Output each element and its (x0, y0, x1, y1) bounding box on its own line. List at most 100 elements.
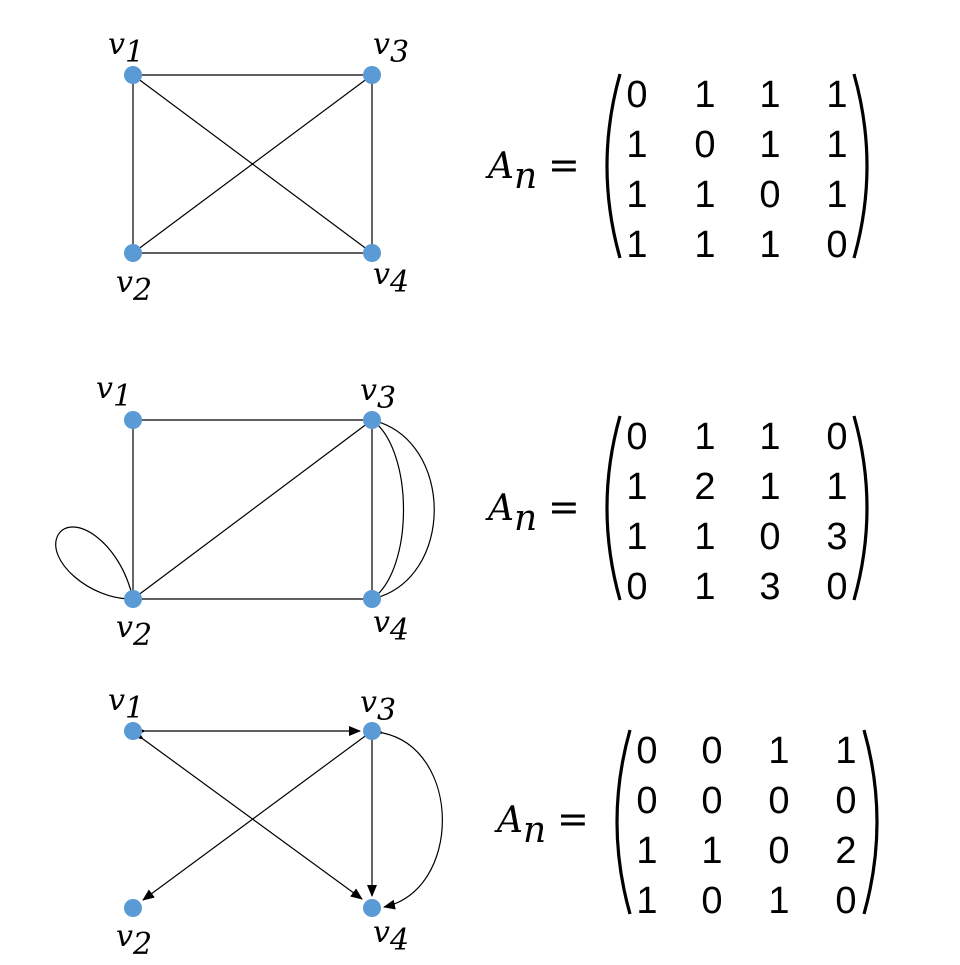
matrix-1-cell: 1 (759, 224, 780, 266)
vertex-v4 (363, 899, 381, 917)
matrix-2-cell: 2 (694, 466, 715, 508)
matrix-3-cells: 0 0 1 1 0 0 0 0 1 1 0 2 1 0 1 0 (636, 730, 856, 922)
graph-3-labels: v1 v2 v3 v4 (108, 683, 409, 962)
matrix-3-cell: 1 (768, 880, 789, 922)
matrix-2-cell: 1 (759, 416, 780, 458)
vertex-v3 (363, 66, 381, 84)
matrix-1-cell: 1 (826, 124, 847, 166)
matrix-1-equals: = (548, 143, 580, 187)
vertex-label-v1: v1 (108, 683, 144, 726)
matrix-2-cell: 1 (826, 466, 847, 508)
matrix-1-cell: 1 (626, 174, 647, 216)
vertex-label-v2: v2 (116, 610, 152, 653)
matrix-3-left-paren (615, 729, 632, 915)
matrix-2-cell: 1 (626, 466, 647, 508)
matrix-2-cell: 1 (694, 566, 715, 608)
vertex-label-v1: v1 (96, 371, 132, 414)
matrix-2-cell: 3 (826, 516, 847, 558)
graph-3-vertices (124, 722, 381, 917)
matrix-3-cell: 2 (835, 830, 856, 872)
graph-1: v1 v2 v3 v4 (108, 27, 409, 308)
matrix-2-name: An (485, 488, 537, 539)
vertex-v1 (124, 722, 142, 740)
matrix-2-equals: = (548, 485, 580, 529)
matrix-3-cell: 0 (636, 730, 657, 772)
vertex-label-v4: v4 (373, 605, 409, 648)
matrix-1-cell: 1 (826, 174, 847, 216)
vertex-label-v1: v1 (108, 27, 144, 70)
matrix-3-cell: 0 (768, 830, 789, 872)
matrix-1-cell: 0 (626, 74, 647, 116)
matrix-2-cell: 1 (626, 516, 647, 558)
matrix-1-cell: 1 (694, 74, 715, 116)
edge-v3-v4-curve-inner (371, 419, 404, 600)
matrix-3-cell: 0 (701, 730, 722, 772)
matrix-3-cell: 0 (768, 780, 789, 822)
matrix-2-cell: 0 (826, 566, 847, 608)
vertex-v3 (363, 411, 381, 429)
matrix-3-cell: 1 (636, 880, 657, 922)
vertex-label-v3: v3 (360, 685, 396, 728)
vertex-v4 (363, 244, 381, 262)
vertex-label-v4: v4 (373, 915, 409, 958)
matrix-1-cell: 0 (694, 124, 715, 166)
matrix-1-cell: 1 (626, 124, 647, 166)
matrix-2-cell: 0 (626, 416, 647, 458)
matrix-2-cells: 0 1 1 0 1 2 1 1 1 1 0 3 0 1 3 0 (626, 416, 847, 608)
vertex-label-v3: v3 (373, 27, 409, 70)
vertex-v2 (124, 244, 142, 262)
vertex-v4 (363, 590, 381, 608)
matrix-1-left-paren (605, 73, 622, 259)
vertex-label-v4: v4 (373, 257, 409, 300)
graph-2-vertices (124, 411, 381, 608)
graph-1-edges (132, 74, 373, 254)
vertex-v2 (124, 590, 142, 608)
edge-v2-v3 (132, 419, 373, 600)
matrix-1-cell: 1 (759, 74, 780, 116)
matrix-1-cell: 1 (694, 174, 715, 216)
edge-v3-v2-directed (142, 730, 373, 901)
matrix-2-right-paren (852, 415, 869, 601)
matrix-2-cell: 1 (759, 466, 780, 508)
graph-2: v1 v2 v3 v4 (55, 371, 435, 653)
edge-v3-v4-curve-outer (371, 419, 435, 600)
matrix-1: An = 0 1 1 1 1 0 1 1 1 1 0 1 1 1 1 0 (485, 73, 869, 266)
matrix-1-name: An (485, 146, 537, 197)
matrix-2-cell: 1 (694, 416, 715, 458)
edge-v2-v3 (132, 74, 373, 254)
matrix-3-cell: 0 (701, 780, 722, 822)
matrix-1-right-paren (852, 73, 869, 259)
edge-v2-loop (55, 526, 134, 600)
vertex-v1 (124, 66, 142, 84)
vertex-label-v2: v2 (116, 919, 152, 960)
matrix-3-cell: 1 (768, 730, 789, 772)
matrix-1-cell: 0 (759, 174, 780, 216)
vertex-v1 (124, 411, 142, 429)
graph-3: v1 v2 v3 v4 (108, 683, 443, 962)
vertex-v3 (363, 722, 381, 740)
matrix-3-cell: 0 (835, 780, 856, 822)
matrix-1-cell: 1 (826, 74, 847, 116)
matrix-3-equals: = (557, 797, 589, 841)
graph-2-edges (55, 419, 435, 600)
matrix-3-cell: 1 (701, 830, 722, 872)
matrix-2: An = 0 1 1 0 1 2 1 1 1 1 0 3 0 1 3 0 (485, 415, 869, 608)
matrix-1-cells: 0 1 1 1 1 0 1 1 1 1 0 1 1 1 1 0 (626, 74, 847, 266)
vertex-v2 (124, 899, 142, 917)
matrix-3-cell: 0 (701, 880, 722, 922)
matrix-2-cell: 0 (626, 566, 647, 608)
matrix-3-right-paren (862, 729, 879, 915)
graph-1-labels: v1 v2 v3 v4 (108, 27, 409, 308)
matrix-2-left-paren (605, 415, 622, 601)
matrix-2-cell: 1 (694, 516, 715, 558)
matrix-3-cell: 0 (835, 880, 856, 922)
matrix-3-cell: 1 (636, 830, 657, 872)
matrix-3-name: An (494, 800, 546, 851)
vertex-label-v3: v3 (360, 373, 396, 416)
matrix-2-cell: 0 (759, 516, 780, 558)
vertex-label-v2: v2 (116, 265, 152, 308)
matrix-3-cell: 1 (835, 730, 856, 772)
matrix-1-cell: 1 (694, 224, 715, 266)
